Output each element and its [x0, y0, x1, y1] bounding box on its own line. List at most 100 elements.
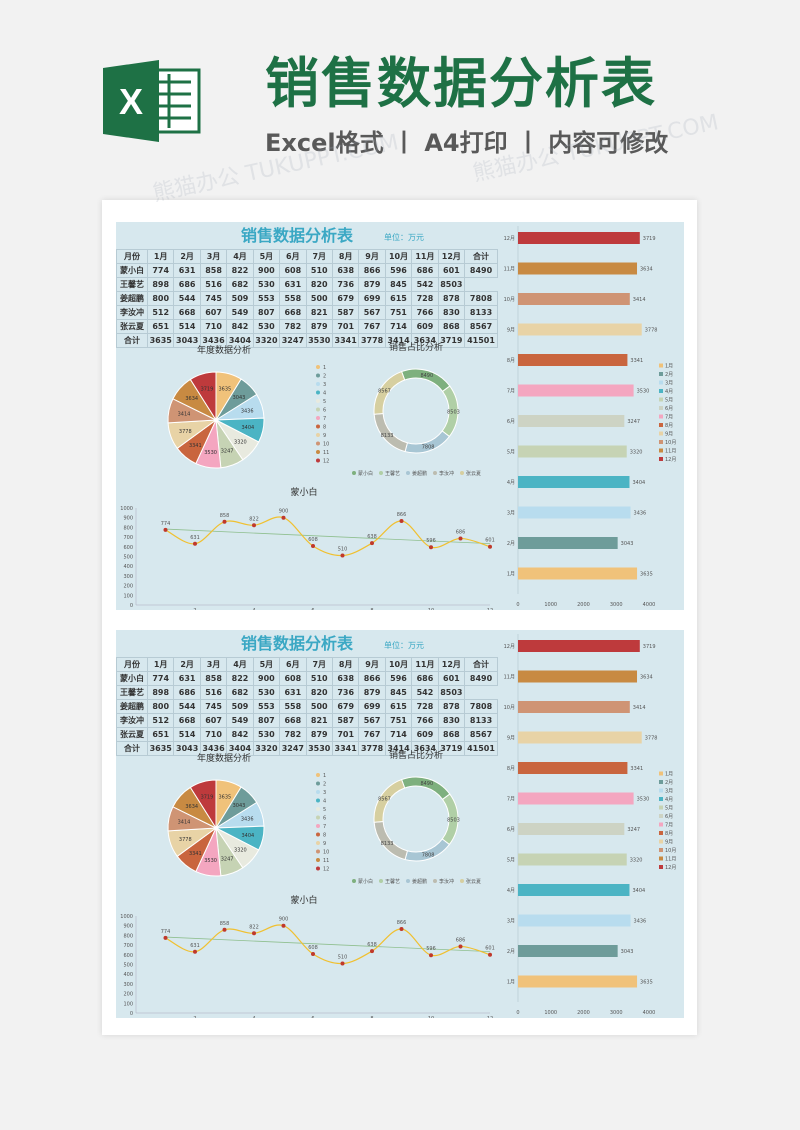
pie-legend-label: 11	[323, 450, 329, 456]
line-point	[340, 553, 345, 558]
line-point-label: 900	[279, 917, 289, 923]
table-cell: 3404	[226, 741, 254, 756]
table-cell: 8490	[464, 671, 498, 686]
bar	[518, 323, 642, 336]
donut-segment-label: 8503	[447, 409, 460, 415]
bar-legend-marker	[659, 856, 663, 861]
bar	[518, 945, 618, 957]
pie-legend-label: 12	[323, 867, 329, 873]
line-point-label: 510	[338, 547, 348, 553]
table-row: 张云夏 651 514 710 842 530 782 879 701 767 714 609 868 8…	[116, 319, 498, 334]
table-cell: 3719	[437, 333, 466, 348]
pie-legend-marker	[316, 458, 320, 463]
pie-slice-label: 3635	[219, 387, 232, 393]
table-row: 王馨艺 898 686 516 682 530 631 820 736 879 845 542 8503	[116, 277, 498, 292]
pie-slice-label: 3414	[178, 412, 191, 418]
donut-legend-marker	[460, 879, 464, 883]
pie-legend-label: 7	[323, 824, 326, 830]
table-row: 合计 3635 3043 3436 3404 3320 3247 3530 3341 3778 34…	[116, 333, 498, 348]
pie-legend-marker	[316, 781, 320, 786]
pie-legend-label: 7	[323, 416, 326, 422]
line-point-label: 822	[249, 516, 259, 522]
line-point	[429, 545, 433, 550]
bar-legend-label: 5月	[665, 806, 673, 812]
pie-slice-label: 3436	[241, 816, 254, 822]
line-y-tick: 800	[123, 933, 133, 939]
bar-value-label: 3043	[621, 949, 634, 955]
bar-category-label: 8月	[507, 766, 515, 772]
pie-slice-label: 3719	[201, 795, 214, 801]
charts-canvas: 年度数据分析3635304334363404332032473530334137…	[120, 226, 676, 610]
row-name-cell: 合计	[116, 741, 148, 756]
bar-category-label: 10月	[504, 705, 515, 711]
pie-legend-label: 6	[323, 816, 326, 822]
pie-legend-marker	[316, 407, 320, 412]
bar-legend-marker	[659, 380, 663, 385]
donut-legend-label: 王馨艺	[385, 878, 400, 885]
line-title: 蒙小白	[290, 894, 317, 906]
bar-legend-marker	[659, 448, 663, 453]
excel-logo-icon: X	[103, 60, 203, 142]
bar-value-label: 3778	[645, 328, 658, 334]
bar-value-label: 3719	[643, 644, 656, 650]
bar-legend-label: 5月	[665, 398, 673, 404]
pie-legend-marker	[316, 773, 320, 777]
bar-legend-marker	[659, 372, 663, 376]
table-cell: 41501	[464, 333, 498, 348]
line-x-tick: 2	[193, 608, 196, 610]
unit-label: 单位：万元	[384, 641, 424, 650]
line-y-tick: 100	[123, 1001, 133, 1007]
bar-legend-label: 3月	[665, 789, 673, 795]
line-y-tick: 900	[123, 516, 133, 522]
bar	[518, 567, 638, 580]
bar-legend-marker	[659, 406, 663, 410]
pie-slice-label: 3320	[234, 848, 247, 854]
bar-x-tick: 2000	[577, 1010, 590, 1016]
column-header: 月份	[116, 657, 148, 672]
bar-legend-label: 11月	[665, 449, 676, 455]
line-point	[252, 931, 256, 936]
line-x-tick: 4	[252, 1016, 255, 1018]
pie-legend-marker	[316, 815, 320, 820]
pie-slice-label: 3778	[179, 837, 192, 843]
bar	[518, 232, 640, 244]
bar-x-tick: 4000	[643, 602, 656, 608]
pie-legend-marker	[316, 841, 320, 845]
table-cell: 8490	[464, 263, 498, 278]
bar-x-tick: 0	[516, 1010, 519, 1016]
pie-legend-marker	[316, 849, 320, 854]
line-point-label: 631	[190, 535, 200, 541]
bar-value-label: 3530	[637, 389, 650, 395]
pie-legend-label: 12	[323, 459, 329, 465]
donut-legend-marker	[406, 879, 410, 883]
donut-legend-label: 李汝冲	[439, 878, 454, 885]
unit-label: 单位：万元	[384, 233, 424, 242]
line-point	[163, 935, 168, 940]
bar	[518, 701, 630, 713]
bar-value-label: 3778	[645, 736, 658, 742]
donut-legend-marker	[433, 879, 437, 883]
donut-segment-label: 8503	[447, 817, 460, 823]
line-y-tick: 300	[123, 982, 133, 988]
pie-legend-label: 4	[323, 799, 326, 805]
logo-letter: X	[119, 81, 143, 122]
pie-slice	[189, 371, 217, 422]
pie-legend-label: 10	[323, 850, 329, 856]
pie-legend-label: 9	[323, 433, 326, 439]
bar-legend-marker	[659, 440, 663, 444]
donut-legend-label: 姜超鹏	[412, 878, 427, 885]
line-x-tick: 10	[428, 1016, 434, 1018]
bar-value-label: 3436	[634, 511, 647, 517]
bar	[518, 670, 638, 683]
bar	[518, 476, 630, 488]
page-title: 销售数据分析表	[265, 52, 657, 115]
table-cell: 3320	[252, 741, 281, 756]
pie-slice-label: 3778	[179, 429, 192, 435]
donut-legend-label: 李汝冲	[439, 470, 454, 477]
bar-x-tick: 0	[516, 602, 519, 608]
column-header: 7月	[305, 657, 333, 672]
line-point-label: 866	[397, 512, 407, 518]
line-y-tick: 400	[123, 564, 133, 570]
line-x-tick: 6	[311, 1016, 314, 1018]
line-y-tick: 200	[123, 584, 133, 590]
